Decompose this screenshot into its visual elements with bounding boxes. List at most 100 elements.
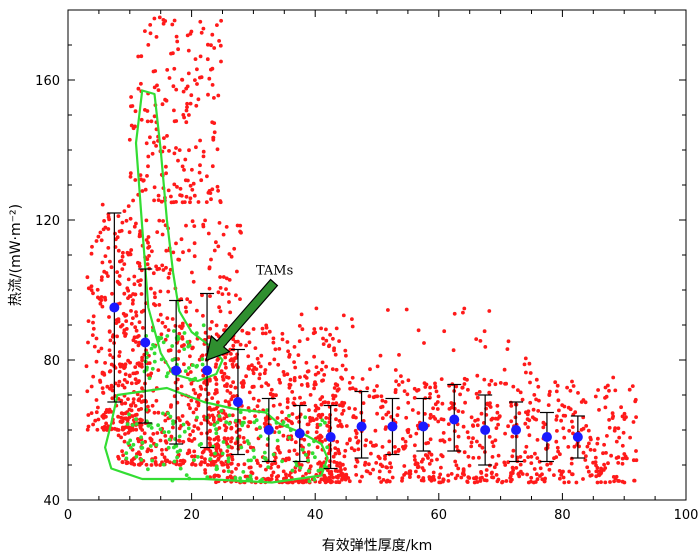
scatter-point [192, 224, 197, 229]
scatter-point [141, 178, 146, 183]
tam-point [140, 440, 145, 445]
scatter-point [595, 469, 600, 474]
scatter-point [188, 200, 192, 205]
scatter-point [565, 385, 569, 390]
scatter-point [222, 371, 227, 376]
scatter-point [164, 164, 168, 169]
scatter-point [317, 436, 322, 441]
scatter-point [100, 260, 105, 265]
scatter-point [204, 200, 209, 205]
scatter-point [178, 324, 182, 329]
scatter-point [442, 439, 447, 444]
scatter-point [347, 406, 352, 411]
scatter-point [491, 444, 496, 449]
scatter-point [337, 451, 342, 456]
scatter-point [103, 361, 107, 365]
scatter-point [188, 300, 193, 304]
scatter-point [446, 479, 451, 483]
scatter-point [367, 394, 372, 399]
scatter-point [466, 454, 471, 459]
scatter-point [139, 394, 144, 398]
scatter-point [574, 480, 579, 485]
scatter-point [535, 477, 540, 482]
scatter-point [364, 438, 369, 442]
scatter-point [255, 356, 260, 361]
tam-point [312, 477, 317, 482]
scatter-point [189, 381, 194, 386]
scatter-point [554, 439, 559, 444]
scatter-point [317, 480, 322, 484]
scatter-point [222, 469, 226, 473]
scatter-point [134, 313, 139, 318]
scatter-point [244, 374, 249, 379]
scatter-point [160, 452, 165, 457]
scatter-point [287, 382, 292, 387]
tam-point [262, 450, 267, 455]
scatter-point [510, 454, 515, 459]
scatter-point [212, 46, 217, 50]
scatter-point [436, 394, 441, 399]
tam-point [183, 369, 188, 373]
scatter-point [350, 324, 355, 329]
scatter-point [586, 469, 591, 474]
scatter-point [525, 472, 529, 477]
plot-frame [67, 9, 687, 501]
scatter-point [139, 278, 143, 282]
scatter-point [129, 248, 134, 252]
scatter-point [291, 401, 296, 405]
scatter-point [529, 461, 534, 465]
scatter-point [561, 475, 566, 480]
scatter-point [449, 401, 454, 405]
scatter-point [187, 450, 192, 455]
scatter-point [322, 474, 327, 478]
scatter-point [217, 474, 221, 478]
scatter-point [595, 480, 600, 485]
scatter-point [333, 408, 338, 412]
scatter-point [567, 428, 572, 433]
scatter-point [453, 476, 458, 481]
tam-point [213, 451, 217, 456]
scatter-point [143, 29, 147, 33]
scatter-point [271, 470, 276, 475]
scatter-point [292, 448, 297, 453]
scatter-point [193, 463, 198, 467]
tam-point [145, 351, 149, 355]
scatter-point [247, 340, 252, 345]
scatter-point [134, 310, 138, 314]
scatter-point [431, 406, 435, 411]
scatter-point [134, 427, 139, 432]
tam-point [214, 464, 219, 469]
scatter-point [139, 292, 144, 296]
scatter-point [523, 356, 528, 361]
scatter-point [596, 472, 601, 477]
scatter-point [177, 462, 182, 467]
scatter-point [490, 470, 494, 475]
scatter-point [224, 365, 228, 370]
scatter-point [255, 461, 260, 465]
scatter-point [308, 393, 313, 397]
scatter-point [202, 380, 207, 385]
scatter-point [313, 408, 318, 413]
scatter-point [146, 154, 151, 159]
scatter-point [209, 257, 213, 262]
tam-point [172, 445, 176, 450]
scatter-point [208, 294, 212, 298]
scatter-point [484, 473, 489, 478]
scatter-point [241, 379, 246, 383]
scatter-point [136, 334, 141, 338]
scatter-point [184, 86, 189, 91]
scatter-point [107, 217, 111, 222]
tam-point [215, 420, 220, 425]
scatter-point [528, 380, 532, 385]
tam-point [170, 358, 175, 362]
scatter-point [597, 408, 601, 412]
scatter-point [85, 275, 90, 280]
scatter-point [351, 414, 356, 418]
scatter-point [129, 403, 134, 408]
scatter-point [277, 377, 282, 382]
scatter-point [242, 462, 247, 467]
scatter-point [314, 365, 319, 369]
scatter-point [251, 327, 256, 331]
scatter-point [286, 349, 290, 354]
scatter-point [231, 394, 236, 398]
